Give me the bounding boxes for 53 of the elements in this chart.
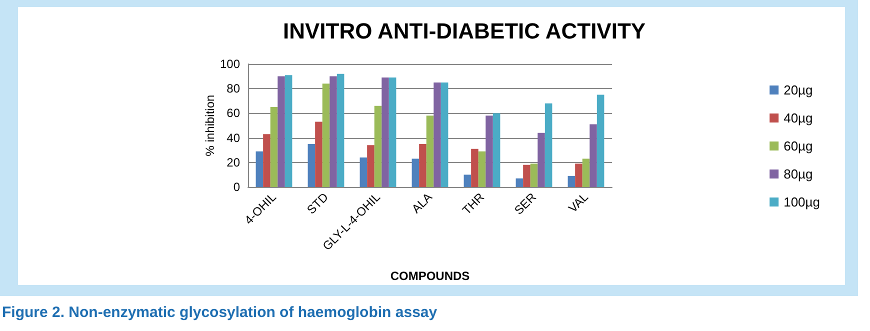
- bar: [516, 178, 524, 187]
- bar: [374, 106, 382, 187]
- bar: [367, 145, 374, 187]
- bar: [256, 151, 264, 187]
- y-axis-title: % inhibition: [203, 94, 218, 156]
- bar: [330, 76, 337, 187]
- bar: [278, 76, 285, 187]
- bar: [530, 164, 538, 187]
- legend-label: 60µg: [784, 138, 813, 154]
- bar: [382, 78, 389, 187]
- y-tick-label: 100: [220, 57, 240, 71]
- bar: [336, 74, 344, 187]
- bar: [263, 134, 270, 187]
- y-tick-label: 40: [226, 130, 240, 145]
- bar: [284, 75, 292, 187]
- bar: [492, 113, 500, 187]
- x-tick-label: THR: [460, 190, 488, 218]
- bar: [471, 148, 478, 187]
- bar: [590, 124, 597, 187]
- bar: [544, 103, 552, 187]
- bar: [412, 158, 420, 187]
- legend-label: 40µg: [784, 110, 813, 126]
- bar: [388, 78, 396, 187]
- bar: [523, 164, 530, 187]
- bar: [419, 144, 426, 187]
- bar: [596, 94, 604, 187]
- x-tick-label: VAL: [566, 190, 592, 216]
- bar: [426, 116, 434, 187]
- x-tick-label: ALA: [409, 190, 435, 216]
- legend-label: 20µg: [784, 82, 813, 98]
- bar: [308, 144, 316, 187]
- bar: [360, 157, 368, 187]
- bar: [538, 132, 545, 187]
- x-axis-title: COMPOUNDS: [390, 269, 470, 283]
- y-tick-label: 20: [226, 155, 240, 170]
- legend-label: 80µg: [784, 166, 813, 182]
- y-tick-label: 60: [226, 106, 240, 120]
- bar: [582, 158, 590, 187]
- caption: Figure 2. Non-enzymatic glycosylation of haemoglobin assay: [2, 304, 438, 321]
- bar: [478, 151, 486, 187]
- bar: [434, 82, 441, 187]
- bar: [270, 107, 278, 187]
- chart-title: INVITRO ANTI-DIABETIC ACTIVITY: [283, 18, 646, 44]
- bar: [486, 116, 493, 187]
- y-tick-label: 0: [233, 180, 240, 194]
- bar: [315, 122, 322, 187]
- legend-label: 100µg: [784, 194, 820, 210]
- bar: [322, 84, 330, 187]
- bar: [568, 176, 576, 187]
- bar: [575, 164, 582, 187]
- bar: [440, 82, 448, 187]
- bar: [464, 174, 472, 187]
- y-tick-label: 80: [226, 82, 240, 96]
